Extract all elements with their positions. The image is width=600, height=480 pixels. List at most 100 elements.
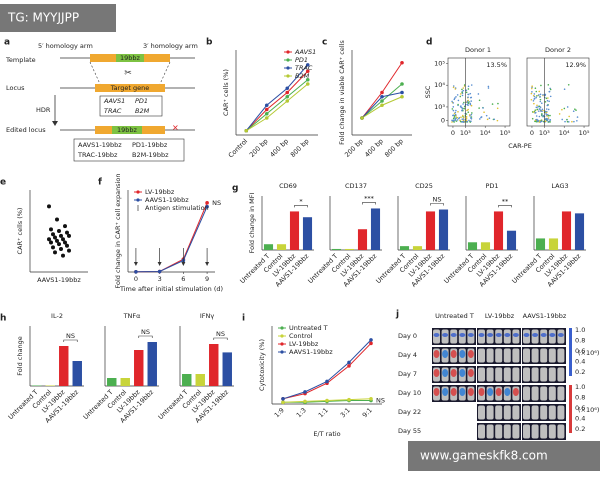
stimulation-arrow-head [157,262,162,266]
flow-event [530,92,533,95]
series-line [245,70,309,132]
signal [478,388,485,396]
flow-event [547,108,550,111]
chart-title: CD25 [415,182,433,190]
flow-event [452,119,455,122]
flow-event [488,117,491,120]
mouse [548,367,556,382]
mouse [540,405,548,420]
mouse [548,386,556,401]
flow-event [456,119,459,121]
flow-event [497,102,499,105]
label: Template [5,56,36,64]
chart-title: IL-2 [51,312,63,320]
flow-event [538,94,540,96]
homology-arm [90,54,116,62]
flow-event [536,95,538,97]
flow-event [573,120,575,123]
mouse [503,348,511,363]
donor-label: Donor 2 [545,46,571,54]
flow-event [496,107,499,110]
mouse [531,367,539,382]
target-gene [95,84,165,92]
flow-event [549,88,552,91]
point [285,86,290,91]
flow-event [452,117,455,120]
flow-event [572,110,575,113]
bar [535,238,546,250]
annotation: NS [66,332,75,340]
flow-event [544,110,547,113]
flow-event [536,108,539,111]
legend-label: TRAC [295,64,313,72]
flow-event [461,118,464,121]
signal [459,369,466,377]
point [53,235,57,240]
flow-event [457,103,459,106]
flow-event [460,105,462,107]
flow-event [452,102,455,104]
flow-event [455,96,457,98]
mouse [486,405,494,420]
signal [495,388,502,396]
flow-event [463,101,465,104]
legend-marker [136,190,140,194]
legend-marker [136,198,140,202]
bar [357,229,368,250]
signal [450,350,457,358]
row-label: Day 10 [398,389,421,397]
product: AAVS1-19bbz [78,141,122,149]
legend-label: AAVS1 [294,48,316,56]
point [369,341,373,346]
legend-label: Control [289,332,313,340]
flow-event [531,85,533,88]
point [380,94,384,99]
flow-event [535,106,538,109]
scale-tick-label: 0.6 [575,347,585,355]
bar [289,211,300,250]
bar [302,217,313,250]
color-scale [569,385,572,433]
flow-event [467,96,469,99]
mouse [540,367,548,382]
flow-event [459,119,461,121]
scale-tick-label: 0.4 [575,358,585,366]
flow-event [461,88,463,91]
signal [450,369,457,377]
row-label: Day 7 [398,370,417,378]
watermark: www.gameskfk8.com [420,449,548,463]
point [205,201,209,205]
point [264,103,269,108]
point [347,364,351,368]
signal [459,388,466,396]
bar [370,208,381,250]
flow-event [539,95,541,98]
bar [344,248,355,250]
chart-title: PD1 [485,182,498,190]
point [325,379,329,384]
y-axis-label: Fold change [16,336,24,375]
mouse [540,348,548,363]
bar [331,248,342,250]
gene: PD1 [135,97,148,105]
point [47,204,51,209]
flow-event [567,83,570,86]
point [400,94,404,99]
point [380,90,384,95]
flow-event [462,89,465,92]
bar [120,378,130,386]
column-label: AAVS1-19bbz [523,312,567,320]
mouse [531,405,539,420]
bar [72,361,82,386]
chart-title: CD69 [279,182,297,190]
flow-event [468,119,470,122]
x-tick-label: 10⁵ [500,129,511,137]
color-scale [569,328,572,376]
legend-marker [286,74,290,78]
bracket [294,205,308,208]
bracket [430,203,444,206]
flow-event [480,116,483,118]
flow-event [467,102,470,105]
signal [478,333,485,337]
signal [442,369,449,377]
